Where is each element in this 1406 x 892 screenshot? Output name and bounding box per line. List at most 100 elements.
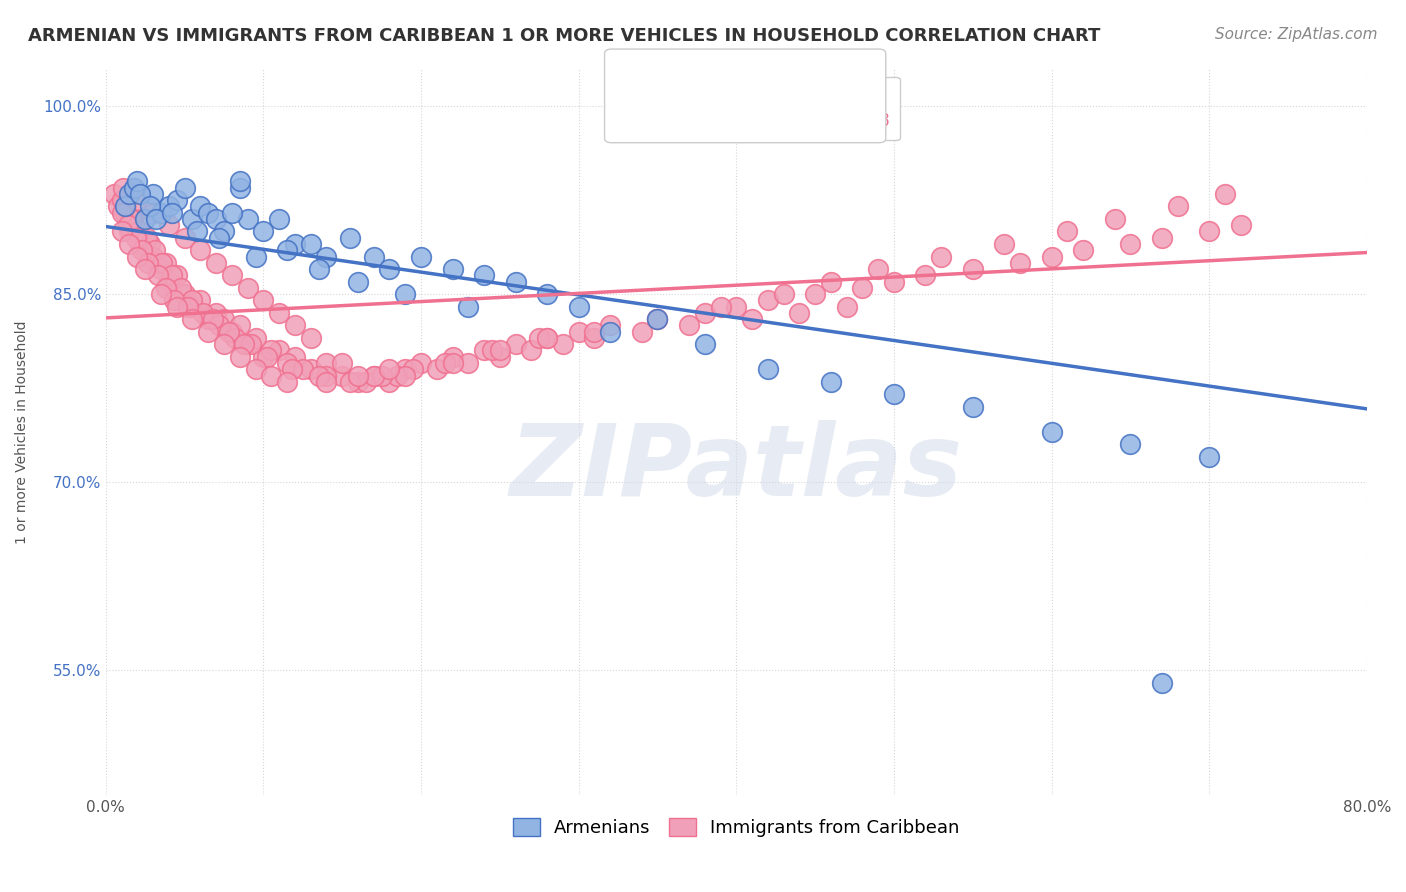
Point [1071, 244, 1094, 258]
Point [347, 275, 370, 289]
Point [269, 343, 291, 358]
Point [1056, 224, 1078, 238]
Point [197, 205, 219, 219]
Point [117, 218, 139, 232]
Point [536, 287, 558, 301]
Point [756, 293, 779, 308]
Point [212, 312, 235, 326]
Text: ARMENIAN VS IMMIGRANTS FROM CARIBBEAN 1 OR MORE VEHICLES IN HOUSEHOLD CORRELATIO: ARMENIAN VS IMMIGRANTS FROM CARIBBEAN 1 … [28, 27, 1101, 45]
Point [693, 337, 716, 351]
Point [520, 343, 543, 358]
Point [129, 186, 152, 201]
Point [568, 300, 591, 314]
Point [129, 237, 152, 252]
Point [481, 343, 503, 358]
Point [114, 205, 136, 219]
Point [166, 268, 188, 283]
Point [157, 218, 180, 232]
Point [181, 312, 204, 326]
Point [630, 325, 652, 339]
Point [245, 250, 267, 264]
Point [224, 331, 246, 345]
Point [647, 312, 669, 326]
Point [236, 211, 259, 226]
Point [741, 312, 763, 326]
Point [205, 256, 228, 270]
Point [221, 268, 243, 283]
Point [409, 356, 432, 370]
Point [205, 306, 228, 320]
Y-axis label: 1 or more Vehicles in Household: 1 or more Vehicles in Household [15, 320, 30, 544]
Point [1198, 450, 1220, 464]
Point [134, 262, 156, 277]
Point [139, 199, 162, 213]
Point [363, 250, 385, 264]
Point [135, 230, 157, 244]
Point [166, 193, 188, 207]
Point [804, 287, 827, 301]
Point [157, 275, 180, 289]
Point [299, 362, 322, 376]
Point [394, 362, 416, 376]
Point [236, 337, 259, 351]
Point [433, 356, 456, 370]
Point [647, 312, 669, 326]
Point [134, 211, 156, 226]
Point [883, 275, 905, 289]
Point [239, 337, 262, 351]
Point [536, 331, 558, 345]
Point [269, 306, 291, 320]
Point [256, 350, 278, 364]
Point [693, 306, 716, 320]
Point [505, 337, 527, 351]
Point [378, 262, 401, 277]
Point [122, 218, 145, 232]
Point [252, 293, 274, 308]
Point [260, 343, 283, 358]
Point [131, 244, 153, 258]
Point [160, 268, 183, 283]
Point [308, 368, 330, 383]
Point [347, 368, 370, 383]
Point [1150, 675, 1173, 690]
Text: Source: ZipAtlas.com: Source: ZipAtlas.com [1215, 27, 1378, 42]
Point [205, 211, 228, 226]
Point [441, 262, 464, 277]
Point [284, 318, 307, 333]
Point [284, 237, 307, 252]
Point [583, 325, 606, 339]
Point [647, 312, 669, 326]
Point [127, 224, 149, 238]
Point [315, 250, 337, 264]
Point [107, 199, 129, 213]
Point [291, 362, 314, 376]
Point [1150, 230, 1173, 244]
Point [330, 368, 353, 383]
Point [536, 331, 558, 345]
Point [772, 287, 794, 301]
Point [914, 268, 936, 283]
Point [709, 300, 731, 314]
Point [160, 205, 183, 219]
Point [868, 262, 890, 277]
Point [201, 312, 224, 326]
Point [155, 281, 177, 295]
Point [426, 362, 449, 376]
Point [457, 300, 479, 314]
Point [127, 174, 149, 188]
Point [112, 180, 135, 194]
Point [488, 343, 510, 358]
Point [245, 362, 267, 376]
Point [347, 375, 370, 389]
Point [299, 331, 322, 345]
Point [145, 256, 167, 270]
Point [197, 325, 219, 339]
Point [883, 387, 905, 401]
Point [378, 362, 401, 376]
Point [315, 356, 337, 370]
Point [146, 268, 169, 283]
Point [149, 205, 172, 219]
Point [378, 375, 401, 389]
Point [529, 331, 551, 345]
Point [1119, 437, 1142, 451]
